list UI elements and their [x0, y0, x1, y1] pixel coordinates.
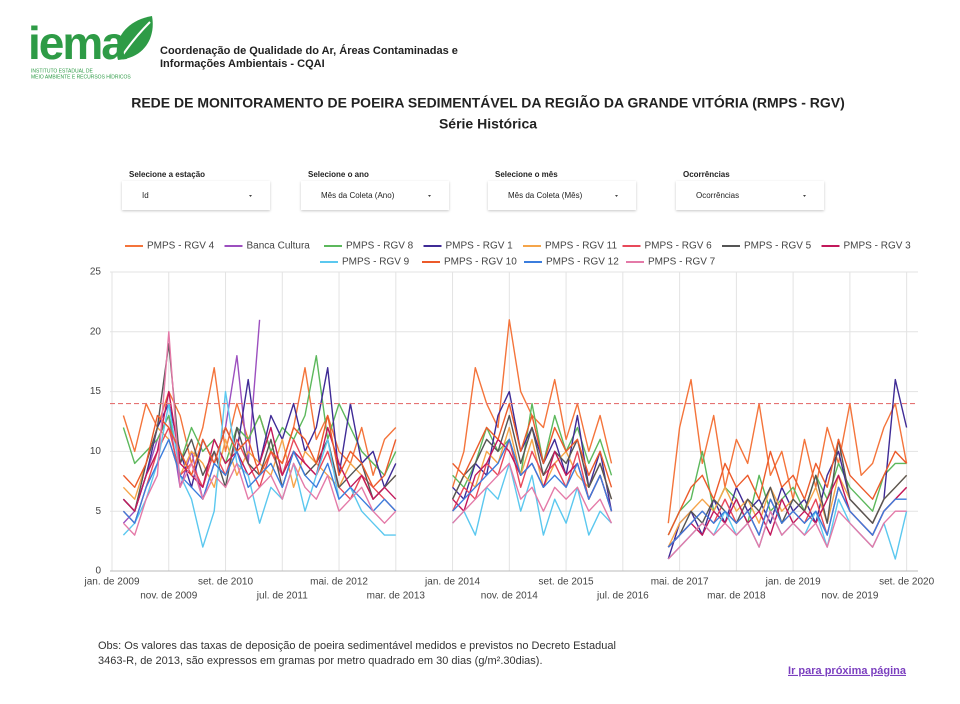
org-name: Informações Ambientais - CQAI [160, 58, 325, 70]
x-tick-label: jan. de 2019 [765, 577, 821, 588]
filter-value: Id [142, 191, 149, 200]
filter-dropdown[interactable] [122, 181, 270, 210]
legend-label: PMPS - RGV 9 [342, 257, 410, 268]
x-tick-label: jul. de 2016 [596, 591, 649, 602]
x-tick-label: set. de 2015 [539, 577, 594, 588]
legend-label: PMPS - RGV 5 [744, 241, 812, 252]
legend-label: PMPS - RGV 10 [444, 257, 517, 268]
next-page-link[interactable]: Ir para próxima página [788, 665, 907, 677]
logo-subtitle: INSTITUTO ESTADUAL DE [31, 68, 94, 74]
filter-dropdown[interactable] [488, 181, 636, 210]
legend-label: Banca Cultura [247, 241, 311, 252]
y-tick-label: 15 [90, 386, 102, 397]
legend-label: PMPS - RGV 1 [446, 241, 514, 252]
dropdown-arrow [249, 195, 252, 197]
legend-label: PMPS - RGV 4 [147, 241, 215, 252]
filter-dropdown[interactable] [676, 181, 824, 210]
logo-leaf-vein [121, 21, 151, 57]
x-tick-label: nov. de 2009 [140, 591, 198, 602]
legend-label: PMPS - RGV 11 [545, 241, 617, 252]
filter-value: Mês da Coleta (Ano) [321, 191, 395, 200]
filter-label: Ocorrências [683, 170, 730, 179]
chart-title: REDE DE MONITORAMENTO DE POEIRA SEDIMENT… [131, 94, 845, 111]
note: 3463-R, de 2013, são expressos em gramas… [98, 655, 543, 667]
x-tick-label: set. de 2010 [198, 577, 253, 588]
x-tick-label: jan. de 2009 [83, 577, 139, 588]
y-tick-label: 0 [95, 566, 101, 577]
legend-label: PMPS - RGV 12 [546, 257, 619, 268]
x-tick-label: jan. de 2014 [424, 577, 480, 588]
x-tick-label: mai. de 2017 [651, 577, 709, 588]
series-line [122, 438, 907, 548]
logo: iema [28, 17, 127, 69]
y-tick-label: 25 [90, 267, 102, 278]
legend-label: PMPS - RGV 7 [648, 257, 716, 268]
y-tick-label: 20 [90, 326, 102, 337]
filter-value: Ocorrências [696, 191, 739, 200]
org-name: Coordenação de Qualidade do Ar, Áreas Co… [160, 44, 458, 57]
series-line [122, 331, 907, 560]
legend-label: PMPS - RGV 6 [645, 241, 713, 252]
x-tick-label: nov. de 2019 [821, 591, 879, 602]
filter-label: Selecione a estação [129, 170, 205, 179]
y-tick-label: 10 [90, 446, 102, 457]
dropdown-arrow [803, 195, 806, 197]
x-tick-label: mar. de 2018 [707, 591, 766, 602]
x-tick-label: mai. de 2012 [310, 577, 368, 588]
filters: Selecione a estação Id Selecione o ano Mês … [122, 170, 824, 210]
filter-dropdown[interactable] [301, 181, 449, 210]
x-tick-label: jul. de 2011 [256, 591, 308, 602]
y-tick-label: 5 [95, 506, 101, 517]
legend-label: PMPS - RGV 3 [844, 241, 912, 252]
logo-subtitle: MEIO AMBIENTE E RECURSOS HÍDRICOS [31, 73, 131, 80]
dropdown-arrow [428, 195, 431, 197]
legend-label: PMPS - RGV 8 [346, 241, 414, 252]
chart-subtitle: Série Histórica [439, 116, 537, 132]
filter-value: Mês da Coleta (Mês) [508, 191, 583, 200]
note: Obs: Os valores das taxas de deposição d… [98, 640, 616, 652]
dropdown-arrow [615, 195, 618, 197]
x-tick-label: mar. de 2013 [367, 591, 426, 602]
x-tick-label: set. de 2020 [879, 577, 934, 588]
series-line [122, 355, 907, 536]
filter-label: Selecione o mês [495, 170, 558, 179]
series-line [122, 343, 908, 548]
x-tick-label: nov. de 2014 [481, 591, 539, 602]
header: iema INSTITUTO ESTADUAL DE MEIO AMBIENTE… [28, 16, 458, 80]
filter-label: Selecione o ano [308, 170, 369, 179]
